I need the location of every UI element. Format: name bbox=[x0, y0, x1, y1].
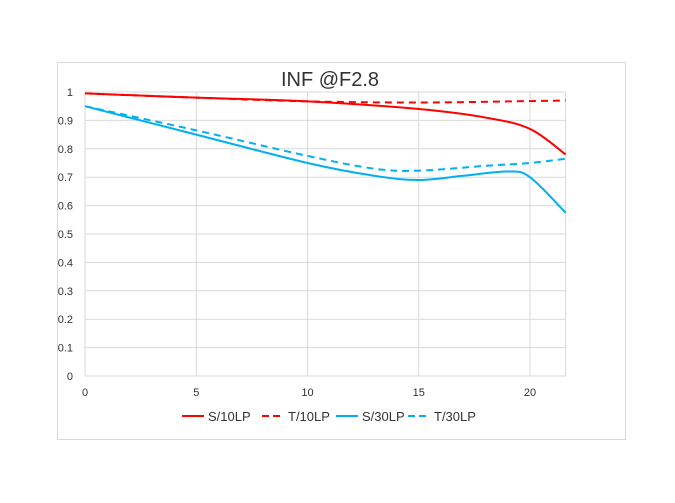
y-tick-label: 0.7 bbox=[58, 172, 73, 184]
chart-frame bbox=[57, 62, 626, 440]
x-tick-label: 20 bbox=[524, 387, 536, 399]
y-tick-label: 0.6 bbox=[58, 201, 73, 213]
series-line-t-10lp bbox=[84, 92, 566, 104]
series-line-s-30lp bbox=[84, 105, 567, 214]
x-tick-label: 0 bbox=[82, 387, 88, 399]
series-line-s-10lp bbox=[84, 92, 567, 156]
x-tick-label: 15 bbox=[413, 387, 425, 399]
y-tick-label: 0.9 bbox=[58, 115, 73, 127]
legend-label: S/10LP bbox=[208, 409, 251, 424]
y-tick-label: 0.8 bbox=[58, 144, 73, 156]
y-tick-label: 0.3 bbox=[58, 286, 73, 298]
y-tick-label: 0.4 bbox=[58, 257, 73, 269]
y-tick-label: 1 bbox=[67, 87, 73, 99]
series-line-t-30lp bbox=[84, 105, 566, 172]
chart-title: INF @F2.8 bbox=[281, 69, 379, 91]
y-tick-label: 0.5 bbox=[58, 229, 73, 241]
y-tick-label: 0.1 bbox=[58, 343, 73, 355]
legend-label: S/30LP bbox=[362, 409, 405, 424]
legend-label: T/10LP bbox=[288, 409, 330, 424]
x-tick-label: 10 bbox=[301, 387, 313, 399]
x-tick-label: 5 bbox=[193, 387, 199, 399]
y-tick-label: 0 bbox=[67, 371, 73, 383]
y-tick-label: 0.2 bbox=[58, 314, 73, 326]
legend-label: T/30LP bbox=[434, 409, 476, 424]
